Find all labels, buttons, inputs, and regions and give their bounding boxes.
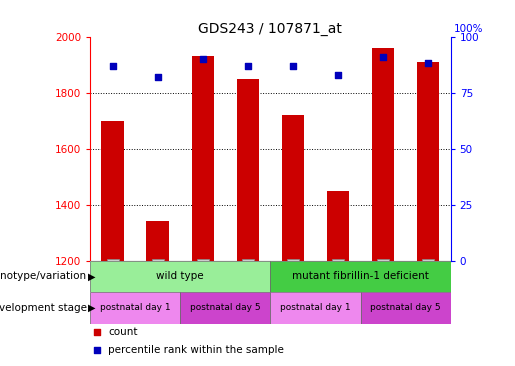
- Text: mutant fibrillin-1 deficient: mutant fibrillin-1 deficient: [292, 272, 429, 281]
- Text: ▶: ▶: [89, 272, 96, 281]
- Point: [424, 60, 432, 66]
- Text: GSM4077: GSM4077: [334, 261, 342, 304]
- Bar: [282, 115, 304, 261]
- Text: development stage: development stage: [0, 303, 87, 313]
- Bar: [180, 292, 270, 324]
- Text: postnatal day 5: postnatal day 5: [370, 303, 441, 313]
- Bar: [101, 121, 124, 261]
- Bar: [90, 261, 270, 292]
- Point: [289, 63, 297, 69]
- Text: ▶: ▶: [89, 303, 96, 313]
- Bar: [270, 292, 360, 324]
- Bar: [270, 261, 451, 292]
- Text: GSM4047: GSM4047: [108, 261, 117, 304]
- Bar: [146, 221, 169, 261]
- Text: GSM4071: GSM4071: [288, 261, 297, 304]
- Point: [334, 72, 342, 78]
- Bar: [417, 62, 439, 261]
- Text: genotype/variation: genotype/variation: [0, 272, 87, 281]
- Text: postnatal day 5: postnatal day 5: [190, 303, 261, 313]
- Text: postnatal day 1: postnatal day 1: [280, 303, 351, 313]
- Text: GSM4065: GSM4065: [244, 261, 252, 304]
- Point: [379, 54, 387, 60]
- Bar: [360, 292, 451, 324]
- Point: [153, 74, 162, 80]
- Text: wild type: wild type: [157, 272, 204, 281]
- Text: 100%: 100%: [453, 24, 483, 34]
- Point: [93, 329, 101, 335]
- Text: GSM4089: GSM4089: [424, 261, 433, 304]
- Bar: [90, 292, 180, 324]
- Bar: [372, 48, 394, 261]
- Text: count: count: [108, 328, 138, 337]
- Point: [199, 56, 207, 62]
- Text: percentile rank within the sample: percentile rank within the sample: [108, 345, 284, 355]
- Text: GSM4059: GSM4059: [198, 261, 207, 304]
- Point: [244, 63, 252, 69]
- Point: [109, 63, 117, 69]
- Bar: [192, 56, 214, 261]
- Text: GSM4083: GSM4083: [379, 261, 387, 304]
- Point: [93, 347, 101, 353]
- Bar: [236, 79, 259, 261]
- Title: GDS243 / 107871_at: GDS243 / 107871_at: [198, 22, 342, 36]
- Bar: [327, 191, 349, 261]
- Text: postnatal day 1: postnatal day 1: [100, 303, 170, 313]
- Text: GSM4053: GSM4053: [153, 261, 162, 304]
